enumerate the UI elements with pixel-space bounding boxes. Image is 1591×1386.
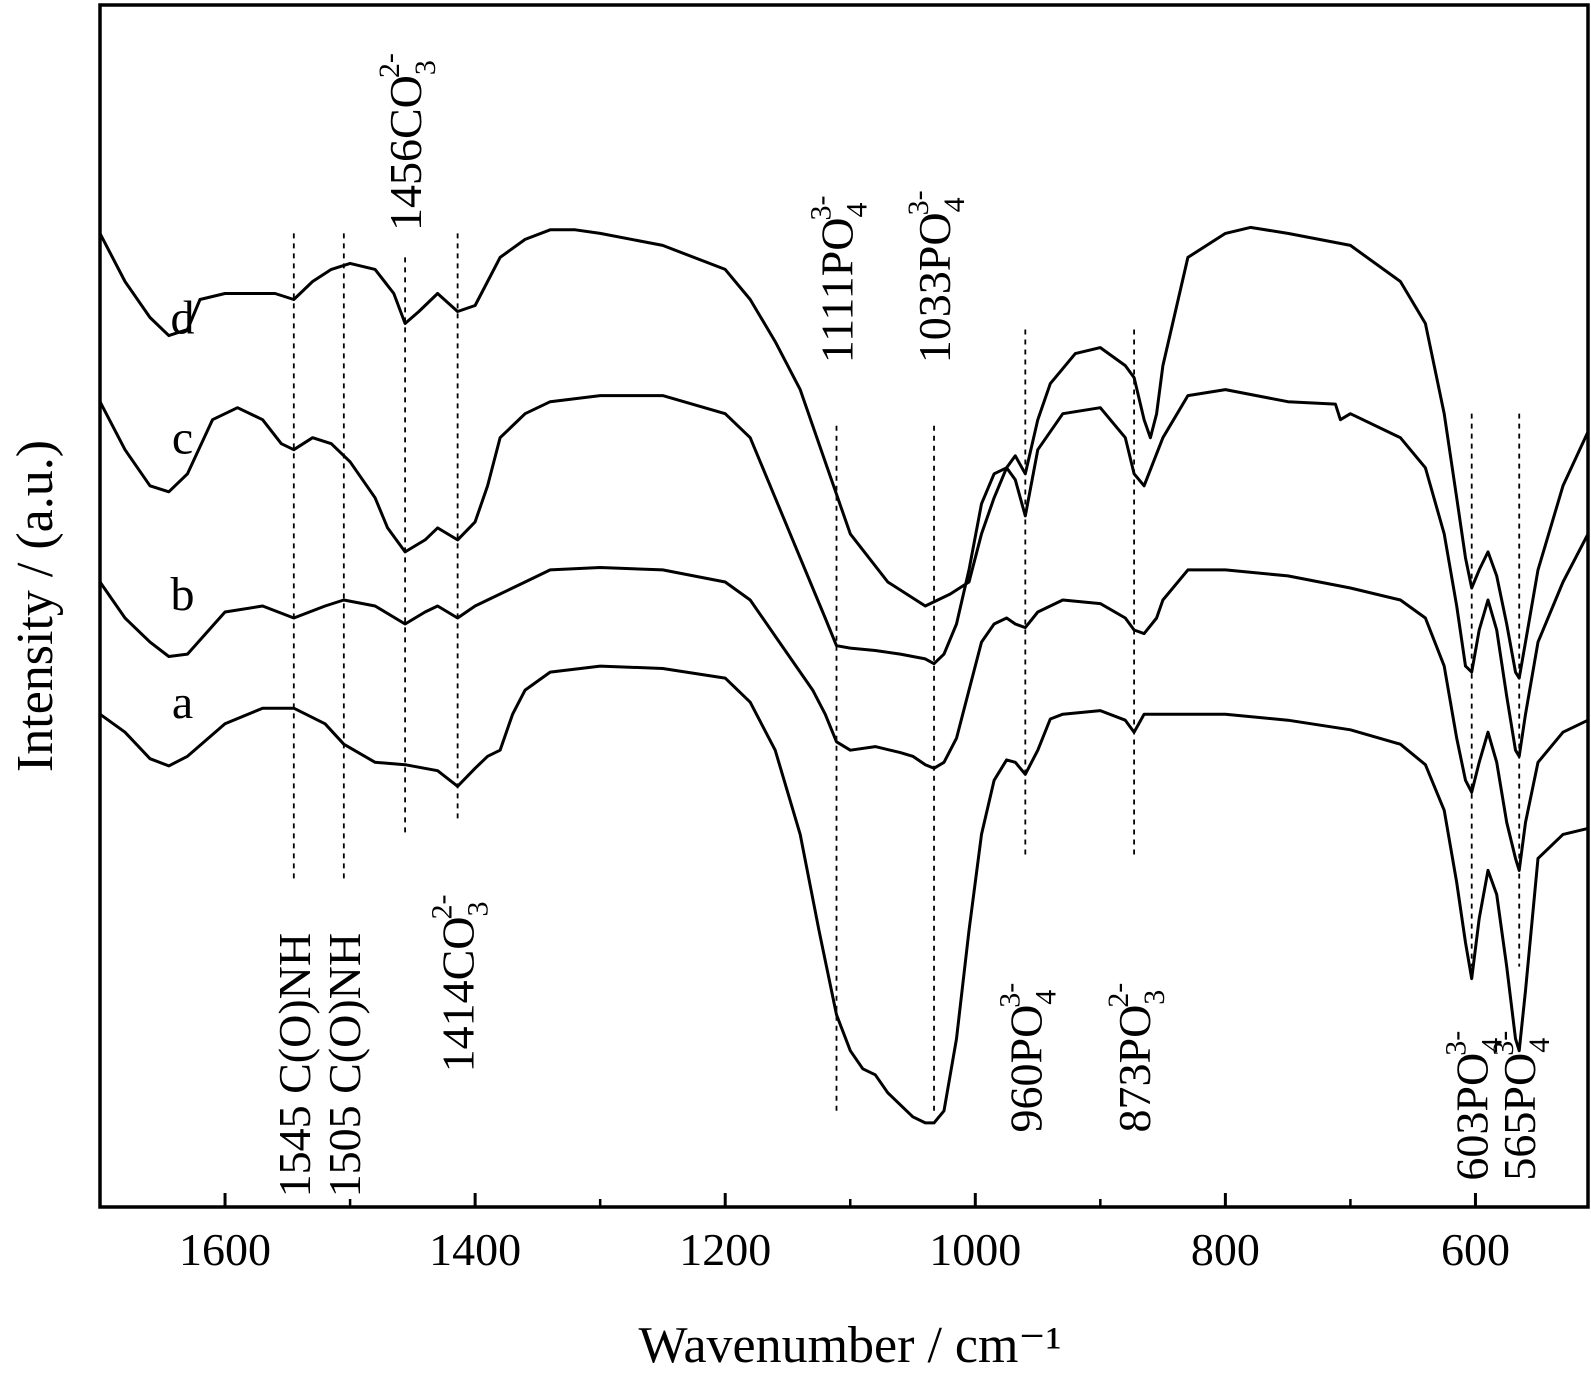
x-tick-label: 800	[1191, 1224, 1260, 1275]
band-label: 1033PO43-	[902, 190, 971, 363]
band-label: 960PO43-	[993, 983, 1062, 1133]
series-group: a b c d	[98, 225, 1590, 1125]
band-label-superscript: 3-	[902, 190, 935, 215]
x-axis-title: Wavenumber / cm⁻¹	[639, 1317, 1062, 1374]
band-label-subscript: 3	[462, 901, 495, 916]
band-label-text: 565PO	[1494, 1053, 1545, 1181]
band-label-superscript: 2-	[1102, 983, 1135, 1008]
band-label-text: 873PO	[1109, 1005, 1160, 1133]
x-tick-label: 1600	[179, 1224, 271, 1275]
band-label-text: 1505 C(O)NH	[319, 933, 370, 1197]
series-line-a	[99, 664, 1589, 1125]
x-tick-label: 1400	[429, 1224, 521, 1275]
x-tick-label: 1000	[929, 1224, 1021, 1275]
x-axis-ticks: 1600 1400 1200 1000 800 600	[179, 1193, 1510, 1275]
band-label-text: 1456CO	[380, 75, 431, 231]
band-label-subscript: 4	[938, 197, 971, 212]
plot-frame	[98, 3, 1590, 1209]
band-label-text: 1111PO	[812, 218, 863, 364]
band-annotations: 1545 C(O)NH 1505 C(O)NH1456CO32-1414CO32-…	[269, 53, 1556, 1197]
band-label-subscript: 4	[1029, 990, 1062, 1005]
band-label-subscript: 4	[841, 203, 874, 218]
band-label: 603PO43-	[1440, 1031, 1509, 1181]
series-label-d: d	[171, 292, 195, 345]
series-label-b: b	[171, 568, 195, 621]
x-tick-label: 600	[1441, 1224, 1510, 1275]
band-label: 1505 C(O)NH	[319, 933, 370, 1197]
series-label-a: a	[172, 676, 193, 729]
band-label-text: 1414CO	[433, 916, 484, 1072]
band-label-text: 603PO	[1447, 1053, 1498, 1181]
band-label-subscript: 3	[1138, 990, 1171, 1005]
series-line-b	[98, 566, 1589, 872]
band-label-text: 960PO	[1000, 1005, 1051, 1133]
series-line-c	[98, 388, 1590, 758]
band-label-superscript: 2-	[426, 894, 459, 919]
band-label-text: 1033PO	[909, 212, 960, 363]
band-label: 1545 C(O)NH	[269, 933, 320, 1197]
series-line-d	[98, 225, 1590, 680]
band-label-superscript: 3-	[1440, 1031, 1473, 1056]
band-label: 873PO32-	[1102, 983, 1171, 1133]
series-label-c: c	[172, 412, 193, 465]
band-label-superscript: 3-	[993, 983, 1026, 1008]
band-label-subscript: 4	[1476, 1038, 1509, 1053]
band-label: 565PO43-	[1487, 1031, 1556, 1181]
band-label-superscript: 2-	[373, 53, 406, 78]
band-label: 1111PO43-	[805, 196, 874, 364]
band-label-subscript: 4	[1523, 1038, 1556, 1053]
band-label: 1414CO32-	[426, 894, 495, 1072]
band-label: 1456CO32-	[373, 53, 442, 231]
band-label-text: 1545 C(O)NH	[269, 933, 320, 1197]
band-label-subscript: 3	[409, 60, 442, 75]
band-label-superscript: 3-	[805, 196, 838, 221]
x-tick-label: 1200	[679, 1224, 771, 1275]
y-axis-title: Intensity / (a.u.)	[7, 440, 64, 772]
